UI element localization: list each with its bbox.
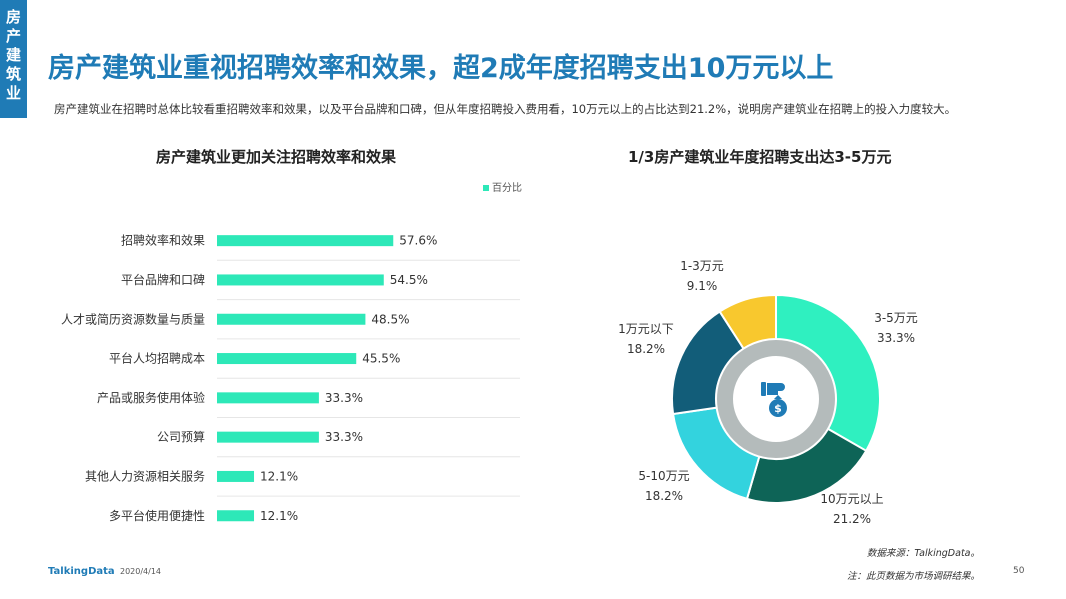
bar xyxy=(217,353,357,365)
bar xyxy=(217,235,394,247)
value-label: 57.6% xyxy=(399,234,437,248)
slice-label: 5-10万元 xyxy=(638,469,689,483)
page-number: 50 xyxy=(1013,566,1025,576)
category-label: 其他人力资源相关服务 xyxy=(85,468,205,483)
footer-date: 2020/4/14 xyxy=(120,567,162,576)
money-bag-hand-icon: $ xyxy=(761,382,787,417)
talkingdata-logo: TalkingData xyxy=(48,566,115,577)
value-label: 33.3% xyxy=(325,430,363,444)
data-note: 注：此页数据为市场调研结果。 xyxy=(846,571,980,582)
value-label: 12.1% xyxy=(260,509,298,523)
category-label: 产品或服务使用体验 xyxy=(97,390,205,405)
legend-label: 百分比 xyxy=(492,183,522,194)
svg-text:$: $ xyxy=(774,402,782,415)
donut-inner-ring xyxy=(717,340,835,458)
section-tab-label: 房产建筑业 xyxy=(5,8,21,102)
category-label: 平台人均招聘成本 xyxy=(109,351,205,366)
bar xyxy=(217,313,366,325)
category-label: 人才或简历资源数量与质量 xyxy=(61,311,205,326)
bar-chart-title: 房产建筑业更加关注招聘效率和效果 xyxy=(156,148,397,166)
slice-value-label: 9.1% xyxy=(687,279,718,293)
data-source: 数据来源：TalkingData。 xyxy=(866,548,980,559)
value-label: 33.3% xyxy=(325,391,363,405)
section-tab: 房产建筑业 xyxy=(0,0,27,118)
donut-slice xyxy=(775,293,881,453)
category-label: 多平台使用便捷性 xyxy=(109,508,205,523)
donut-slice xyxy=(718,293,777,350)
bar xyxy=(217,510,255,522)
slice-label: 1-3万元 xyxy=(680,259,724,273)
bar xyxy=(217,392,319,404)
page-title: 房产建筑业重视招聘效率和效果，超2成年度招聘支出10万元以上 xyxy=(48,53,834,84)
slice-label: 3-5万元 xyxy=(874,311,918,325)
slice-value-label: 33.3% xyxy=(877,331,915,345)
slice-value-label: 18.2% xyxy=(645,489,683,503)
value-label: 48.5% xyxy=(371,312,409,326)
donut-chart-title: 1/3房产建筑业年度招聘支出达3-5万元 xyxy=(628,148,892,166)
value-label: 45.5% xyxy=(362,352,400,366)
slice-label: 1万元以下 xyxy=(618,322,674,336)
bar xyxy=(217,431,319,443)
bar xyxy=(217,470,255,482)
slice-value-label: 18.2% xyxy=(627,342,665,356)
bar xyxy=(217,274,384,286)
slice-value-label: 21.2% xyxy=(833,512,871,526)
value-label: 12.1% xyxy=(260,469,298,483)
slice-label: 10万元以上 xyxy=(820,492,883,506)
category-label: 公司预算 xyxy=(157,429,205,444)
category-label: 招聘效率和效果 xyxy=(121,233,205,248)
value-label: 54.5% xyxy=(390,273,428,287)
bar-chart-legend: 百分比 xyxy=(483,179,522,194)
legend-swatch xyxy=(483,185,489,191)
category-label: 平台品牌和口碑 xyxy=(121,272,205,287)
page-description: 房产建筑业在招聘时总体比较看重招聘效率和效果，以及平台品牌和口碑，但从年度招聘投… xyxy=(54,102,957,116)
